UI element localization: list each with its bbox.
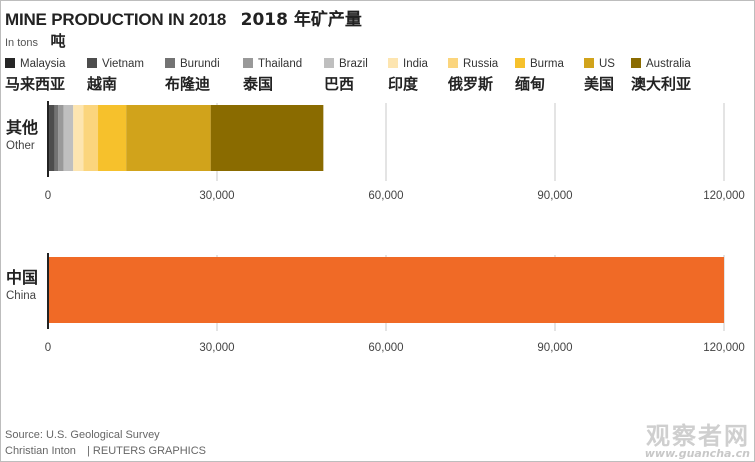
bar-china — [48, 257, 724, 323]
unit-label-cn: 吨 — [50, 32, 66, 50]
unit-label: In tons — [5, 37, 39, 49]
legend-swatch — [165, 58, 175, 68]
legend-swatch — [324, 58, 334, 68]
legend-item-burma: Burma 缅甸 — [515, 57, 564, 94]
tick-label: 90,000 — [537, 190, 572, 202]
legend-item-brazil: Brazil 巴西 — [324, 57, 368, 94]
legend-label: Burma — [530, 58, 564, 70]
tick-label: 60,000 — [368, 190, 403, 202]
footer: Source: U.S. Geological Survey Christian… — [5, 427, 206, 459]
legend-label-cn: 泰国 — [243, 75, 274, 93]
legend-item-india: India 印度 — [388, 57, 428, 94]
legend-swatch — [388, 58, 398, 68]
legend-label: Malaysia — [20, 58, 66, 70]
legend-item-russia: Russia 俄罗斯 — [448, 57, 498, 94]
legend-swatch — [5, 58, 15, 68]
legend-label: Burundi — [180, 58, 220, 70]
legend-label-cn: 俄罗斯 — [448, 75, 494, 93]
chart-title: MINE PRODUCTION IN 2018 — [5, 10, 227, 29]
title-row: MINE PRODUCTION IN 2018 2018 年矿产量 — [5, 5, 362, 30]
legend-swatch — [584, 58, 594, 68]
legend-item-us: US 美国 — [584, 57, 615, 94]
legend-label-cn: 巴西 — [324, 75, 355, 93]
bar-segment-australia — [210, 105, 324, 171]
credit-agency: | REUTERS GRAPHICS — [87, 445, 206, 457]
legend-item-thailand: Thailand 泰国 — [243, 57, 302, 94]
legend-swatch — [243, 58, 253, 68]
legend-label-cn: 布隆迪 — [165, 75, 211, 93]
legend-label-cn: 缅甸 — [515, 75, 546, 93]
legend-item-burundi: Burundi 布隆迪 — [165, 57, 220, 94]
legend-label-cn: 马来西亚 — [5, 75, 66, 93]
bar-segment-burma — [98, 105, 127, 171]
legend-label-cn: 越南 — [87, 75, 118, 93]
watermark-text: 观察者网 — [646, 422, 750, 450]
legend-item-australia: Australia 澳大利亚 — [631, 57, 691, 94]
legend-label: Vietnam — [102, 58, 144, 70]
bar-segment-india — [73, 105, 84, 171]
legend-label: Brazil — [339, 58, 368, 70]
legend-item-malaysia: Malaysia 马来西亚 — [5, 57, 65, 94]
row-label-en: Other — [6, 140, 35, 152]
bar-segment-brazil — [63, 105, 74, 171]
legend-item-vietnam: Vietnam 越南 — [87, 57, 144, 94]
source-note: Source: U.S. Geological Survey — [5, 429, 160, 441]
tick-label: 30,000 — [199, 342, 234, 354]
watermark-url: www.guancha.cn — [644, 447, 750, 460]
legend-label-cn: 澳大利亚 — [631, 75, 692, 93]
tick-label: 120,000 — [703, 342, 745, 354]
legend-label: Thailand — [258, 58, 303, 70]
tick-label: 0 — [45, 190, 51, 202]
tick-label: 0 — [45, 342, 51, 354]
chart-title-cn: 2018 年矿产量 — [240, 10, 362, 30]
row-label-en: China — [6, 290, 37, 302]
bar-segment-thailand — [58, 105, 64, 171]
legend-label-cn: 美国 — [584, 75, 615, 93]
tick-label: 120,000 — [703, 190, 745, 202]
row-label-other: 其他 Other — [6, 114, 38, 152]
tick-label: 90,000 — [537, 342, 572, 354]
row-label-china: 中国 China — [6, 264, 38, 302]
legend-label: India — [403, 58, 428, 70]
watermark: 观察者网 www.guancha.cn — [645, 424, 750, 459]
legend-swatch — [87, 58, 97, 68]
bar-segment-vietnam — [49, 105, 55, 171]
bar-segment-russia — [83, 105, 99, 171]
tick-label: 60,000 — [368, 342, 403, 354]
legend-label: Australia — [646, 58, 691, 70]
unit-row: In tons 吨 — [5, 30, 66, 51]
legend-swatch — [448, 58, 458, 68]
row-label-cn: 中国 — [6, 268, 39, 287]
legend-label: US — [599, 58, 615, 70]
legend-label: Russia — [463, 58, 499, 70]
credit-author: Christian Inton — [5, 445, 76, 457]
legend-swatch — [515, 58, 525, 68]
bar-segment-burundi — [54, 105, 59, 171]
legend-swatch — [631, 58, 641, 68]
bar-segment-us — [126, 105, 211, 171]
legend-label-cn: 印度 — [388, 75, 419, 93]
credit-line: Christian Inton | REUTERS GRAPHICS — [5, 443, 206, 459]
row-label-cn: 其他 — [6, 118, 39, 137]
tick-label: 30,000 — [199, 190, 234, 202]
